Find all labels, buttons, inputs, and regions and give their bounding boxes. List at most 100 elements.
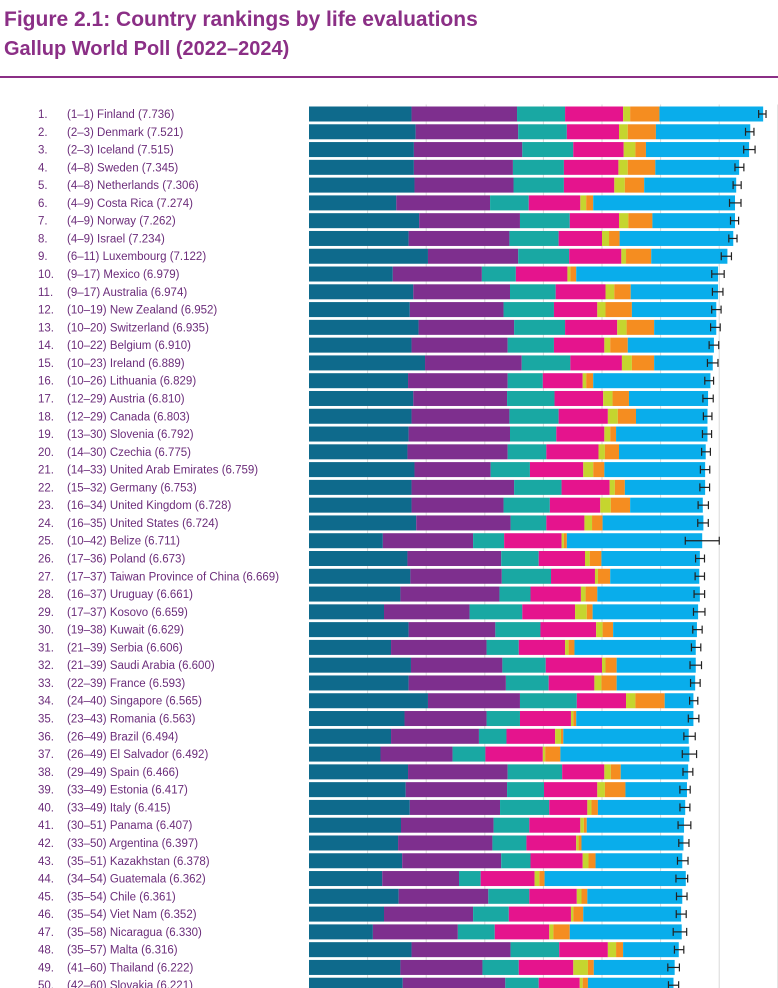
rank-label: 23. (38, 500, 54, 512)
rank-label: 47. (38, 927, 54, 939)
table-row: 39. (33–49) Estonia (6.417) (38, 782, 691, 798)
country-label: (35–54) Chile (6.361) (67, 891, 176, 903)
bar-segment (419, 213, 520, 229)
table-row: 20. (14–30) Czechia (6.775) (38, 444, 712, 460)
bar-segment (631, 355, 655, 371)
country-label: (14–33) United Arab Emirates (6.759) (67, 465, 258, 477)
bar-segment (409, 799, 501, 815)
bar-segment (626, 693, 636, 709)
bar-segment (309, 835, 399, 851)
bar-segment (554, 390, 604, 406)
bar-segment (617, 408, 636, 424)
country-label: (35–51) Kazakhstan (6.378) (67, 856, 210, 868)
bar-segment (627, 124, 656, 140)
bar-segment (534, 871, 540, 887)
table-row: 27. (17–37) Taiwan Province of China (6.6… (38, 568, 706, 584)
bar-segment (482, 959, 519, 975)
bar-segment (625, 782, 687, 798)
country-label: (17–37) Kosovo (6.659) (67, 607, 188, 619)
bar-segment (604, 764, 611, 780)
bar-segment (425, 355, 522, 371)
rank-label: 37. (38, 749, 54, 761)
rank-label: 28. (38, 589, 54, 601)
bar-segment (510, 942, 560, 958)
bar-segment (485, 746, 543, 762)
bar-segment (519, 213, 570, 229)
bar-segment (555, 284, 606, 300)
bar-segment (627, 159, 656, 175)
bar-segment (593, 373, 711, 389)
bar-segment (530, 853, 583, 869)
table-row: 35. (23–43) Romania (6.563) (38, 711, 700, 727)
bar-segment (616, 942, 624, 958)
bar-segment (580, 817, 584, 833)
bar-segment (575, 604, 587, 620)
bar-segment (309, 230, 409, 246)
bar-segment (603, 390, 613, 406)
bar-segment (309, 924, 373, 940)
bar-segment (582, 977, 588, 988)
rank-label: 15. (38, 358, 54, 370)
rank-label: 38. (38, 767, 54, 779)
bar-segment (556, 426, 605, 442)
bar-segment (518, 248, 570, 264)
bar-segment (509, 230, 559, 246)
bar-segment (309, 657, 411, 673)
rank-label: 46. (38, 909, 54, 921)
bar-segment (530, 586, 581, 602)
rank-label: 44. (38, 874, 54, 886)
bar-segment (614, 284, 631, 300)
bar-segment (549, 497, 601, 513)
bar-segment (392, 266, 482, 282)
bar-segment (593, 195, 736, 211)
bar-segment (652, 213, 736, 229)
table-row: 18. (12–29) Canada (6.803) (38, 408, 713, 424)
bar-segment (309, 782, 406, 798)
bar-segment (488, 888, 530, 904)
bar-segment (610, 568, 700, 584)
rank-label: 5. (38, 180, 48, 192)
bar-segment (507, 764, 563, 780)
bar-segment (616, 426, 708, 442)
bar-segment (597, 799, 686, 815)
rank-label: 16. (38, 376, 54, 388)
bar-segment (576, 266, 719, 282)
table-row: 50. (42–60) Slovakia (6.221) (38, 977, 680, 988)
bar-segment (507, 373, 543, 389)
table-row: 30. (19–38) Kuwait (6.629) (38, 622, 703, 638)
table-row: 7. (4–9) Norway (7.262) (38, 213, 740, 229)
bar-segment (597, 568, 611, 584)
country-label: (13–30) Slovenia (6.792) (67, 429, 194, 441)
bar-segment (635, 693, 665, 709)
rank-label: 49. (38, 962, 54, 974)
bar-segment (561, 533, 564, 549)
bar-segment (528, 195, 581, 211)
bar-segment (396, 195, 491, 211)
bar-segment (309, 408, 412, 424)
bar-segment (592, 604, 699, 620)
rank-label: 43. (38, 856, 54, 868)
bar-segment (501, 568, 552, 584)
rank-label: 26. (38, 554, 54, 566)
bar-segment (581, 835, 684, 851)
bar-segment (309, 195, 397, 211)
country-label: (16–37) Uruguay (6.661) (67, 589, 193, 601)
rank-label: 32. (38, 660, 54, 672)
bar-segment (508, 906, 571, 922)
table-row: 38. (29–49) Spain (6.466) (38, 764, 694, 780)
bar-segment (515, 266, 568, 282)
bar-segment (565, 639, 569, 655)
bar-segment (654, 319, 717, 335)
rank-label: 30. (38, 625, 54, 637)
bar-segment (398, 888, 489, 904)
bar-segment (404, 711, 487, 727)
bar-segment (382, 533, 474, 549)
country-label: (17–37) Taiwan Province of China (6.669) (67, 571, 279, 583)
bar-segment (594, 675, 602, 691)
bar-segment (309, 159, 414, 175)
country-label: (12–29) Austria (6.810) (67, 393, 185, 405)
bar-segment (597, 586, 700, 602)
rank-label: 3. (38, 145, 48, 157)
bar-segment (613, 622, 697, 638)
country-label: (33–49) Estonia (6.417) (67, 785, 188, 797)
